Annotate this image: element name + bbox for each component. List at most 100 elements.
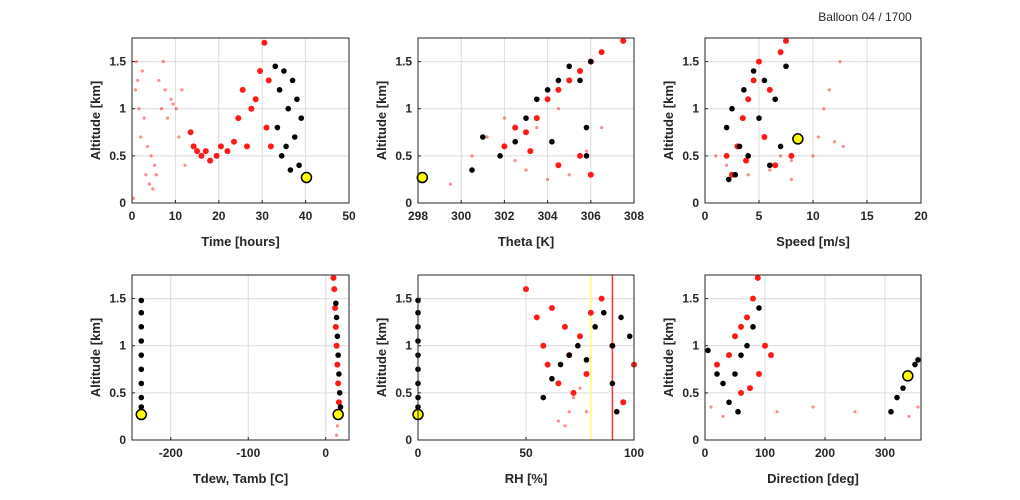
point-faint: [584, 410, 589, 414]
y-tick-label: 1: [405, 339, 412, 353]
point-black: [138, 380, 145, 387]
point-red: [533, 314, 540, 321]
point-black: [336, 371, 342, 377]
point-black: [289, 77, 296, 84]
y-tick-label: 0.5: [109, 386, 126, 400]
point-black: [337, 404, 344, 410]
point-faint: [513, 158, 517, 163]
panel-direction: 0 100 200 300 0 0.5 1 1.5 Direction [deg] Altitud…: [661, 274, 922, 486]
x-tick-label: 5: [756, 209, 763, 223]
point-faint: [768, 168, 772, 172]
point-black: [600, 309, 607, 316]
point-faint: [853, 410, 857, 414]
point-red: [739, 115, 746, 122]
y-axis-label: Altitude [km]: [88, 318, 103, 397]
panel-speed: 0 5 10 15 20 0 0.5 1 1.5 Speed [m/s] Altitude [km]: [661, 37, 928, 249]
point-black: [555, 77, 562, 84]
point-faint: [502, 116, 506, 120]
point-black: [732, 371, 738, 377]
point-black: [534, 96, 540, 103]
x-tick-label: -100: [236, 446, 260, 460]
point-black: [138, 366, 145, 373]
point-black: [540, 394, 547, 401]
point-faint: [567, 173, 571, 177]
point-faint: [789, 158, 794, 163]
point-black: [583, 124, 590, 131]
point-current: [135, 408, 148, 421]
x-axis-label: Tdew, Tamb [C]: [193, 471, 288, 486]
x-tick-label: 308: [624, 209, 644, 223]
x-axis-label: Speed [m/s]: [776, 234, 850, 249]
point-black: [588, 58, 594, 65]
point-current: [792, 133, 804, 145]
point-faint: [134, 59, 138, 64]
point-faint: [811, 154, 815, 158]
point-black: [609, 342, 616, 349]
point-black: [276, 87, 283, 93]
point-black: [750, 324, 756, 330]
point-faint: [822, 107, 826, 111]
point-red: [783, 37, 789, 44]
point-black: [912, 361, 918, 368]
point-red: [217, 143, 224, 150]
point-current: [300, 171, 313, 184]
point-red: [744, 314, 750, 321]
point-red: [548, 305, 555, 311]
point-black: [294, 96, 300, 103]
point-red: [756, 58, 762, 65]
y-tick-label: 0.5: [395, 149, 412, 163]
point-red: [620, 399, 627, 406]
point-black: [777, 143, 784, 150]
point-faint: [567, 410, 571, 414]
point-faint: [841, 144, 845, 149]
x-axis-label: Time [hours]: [201, 234, 280, 249]
y-tick-label: 0: [692, 196, 699, 210]
point-black: [575, 342, 581, 349]
y-tick-label: 0: [119, 196, 126, 210]
point-red: [577, 333, 583, 340]
y-tick-label: 1.5: [109, 55, 126, 69]
y-tick-label: 1: [119, 339, 126, 353]
y-tick-label: 1: [119, 102, 126, 116]
point-red: [738, 389, 744, 396]
y-tick-label: 0: [692, 433, 699, 447]
point-faint: [335, 424, 339, 428]
point-black: [285, 105, 292, 112]
point-black: [281, 68, 287, 74]
point-red: [756, 371, 762, 377]
point-red: [261, 39, 268, 46]
point-black: [767, 162, 773, 169]
x-axis-label: Theta [K]: [498, 234, 554, 249]
point-red: [777, 49, 784, 56]
point-faint: [335, 433, 339, 437]
point-black: [469, 167, 475, 173]
point-red: [267, 143, 274, 150]
point-black: [741, 87, 747, 93]
point-black: [738, 352, 744, 358]
x-tick-label: 10: [806, 209, 820, 223]
y-tick-label: 1: [405, 102, 412, 116]
point-black: [750, 68, 757, 74]
y-tick-label: 1.5: [395, 292, 412, 306]
panel-rh: 0 50 100 0 0.5 1 1.5 RH [%] Altitude [km]: [374, 274, 644, 486]
point-current: [902, 370, 914, 382]
point-black: [278, 153, 285, 159]
point-red: [332, 323, 339, 330]
point-faint: [789, 177, 794, 182]
point-faint: [177, 135, 181, 139]
y-axis-label: Altitude [km]: [374, 318, 389, 397]
point-black: [333, 300, 339, 307]
point-black: [714, 371, 720, 377]
x-tick-label: 304: [538, 209, 558, 223]
point-black: [566, 63, 572, 70]
point-black: [138, 309, 145, 316]
y-tick-label: 0.5: [682, 386, 699, 400]
point-faint: [171, 102, 175, 106]
x-tick-label: 200: [815, 446, 835, 460]
point-faint: [169, 97, 173, 101]
point-faint: [144, 173, 148, 177]
point-red: [248, 105, 255, 112]
point-black: [577, 77, 583, 84]
point-black: [291, 134, 298, 140]
